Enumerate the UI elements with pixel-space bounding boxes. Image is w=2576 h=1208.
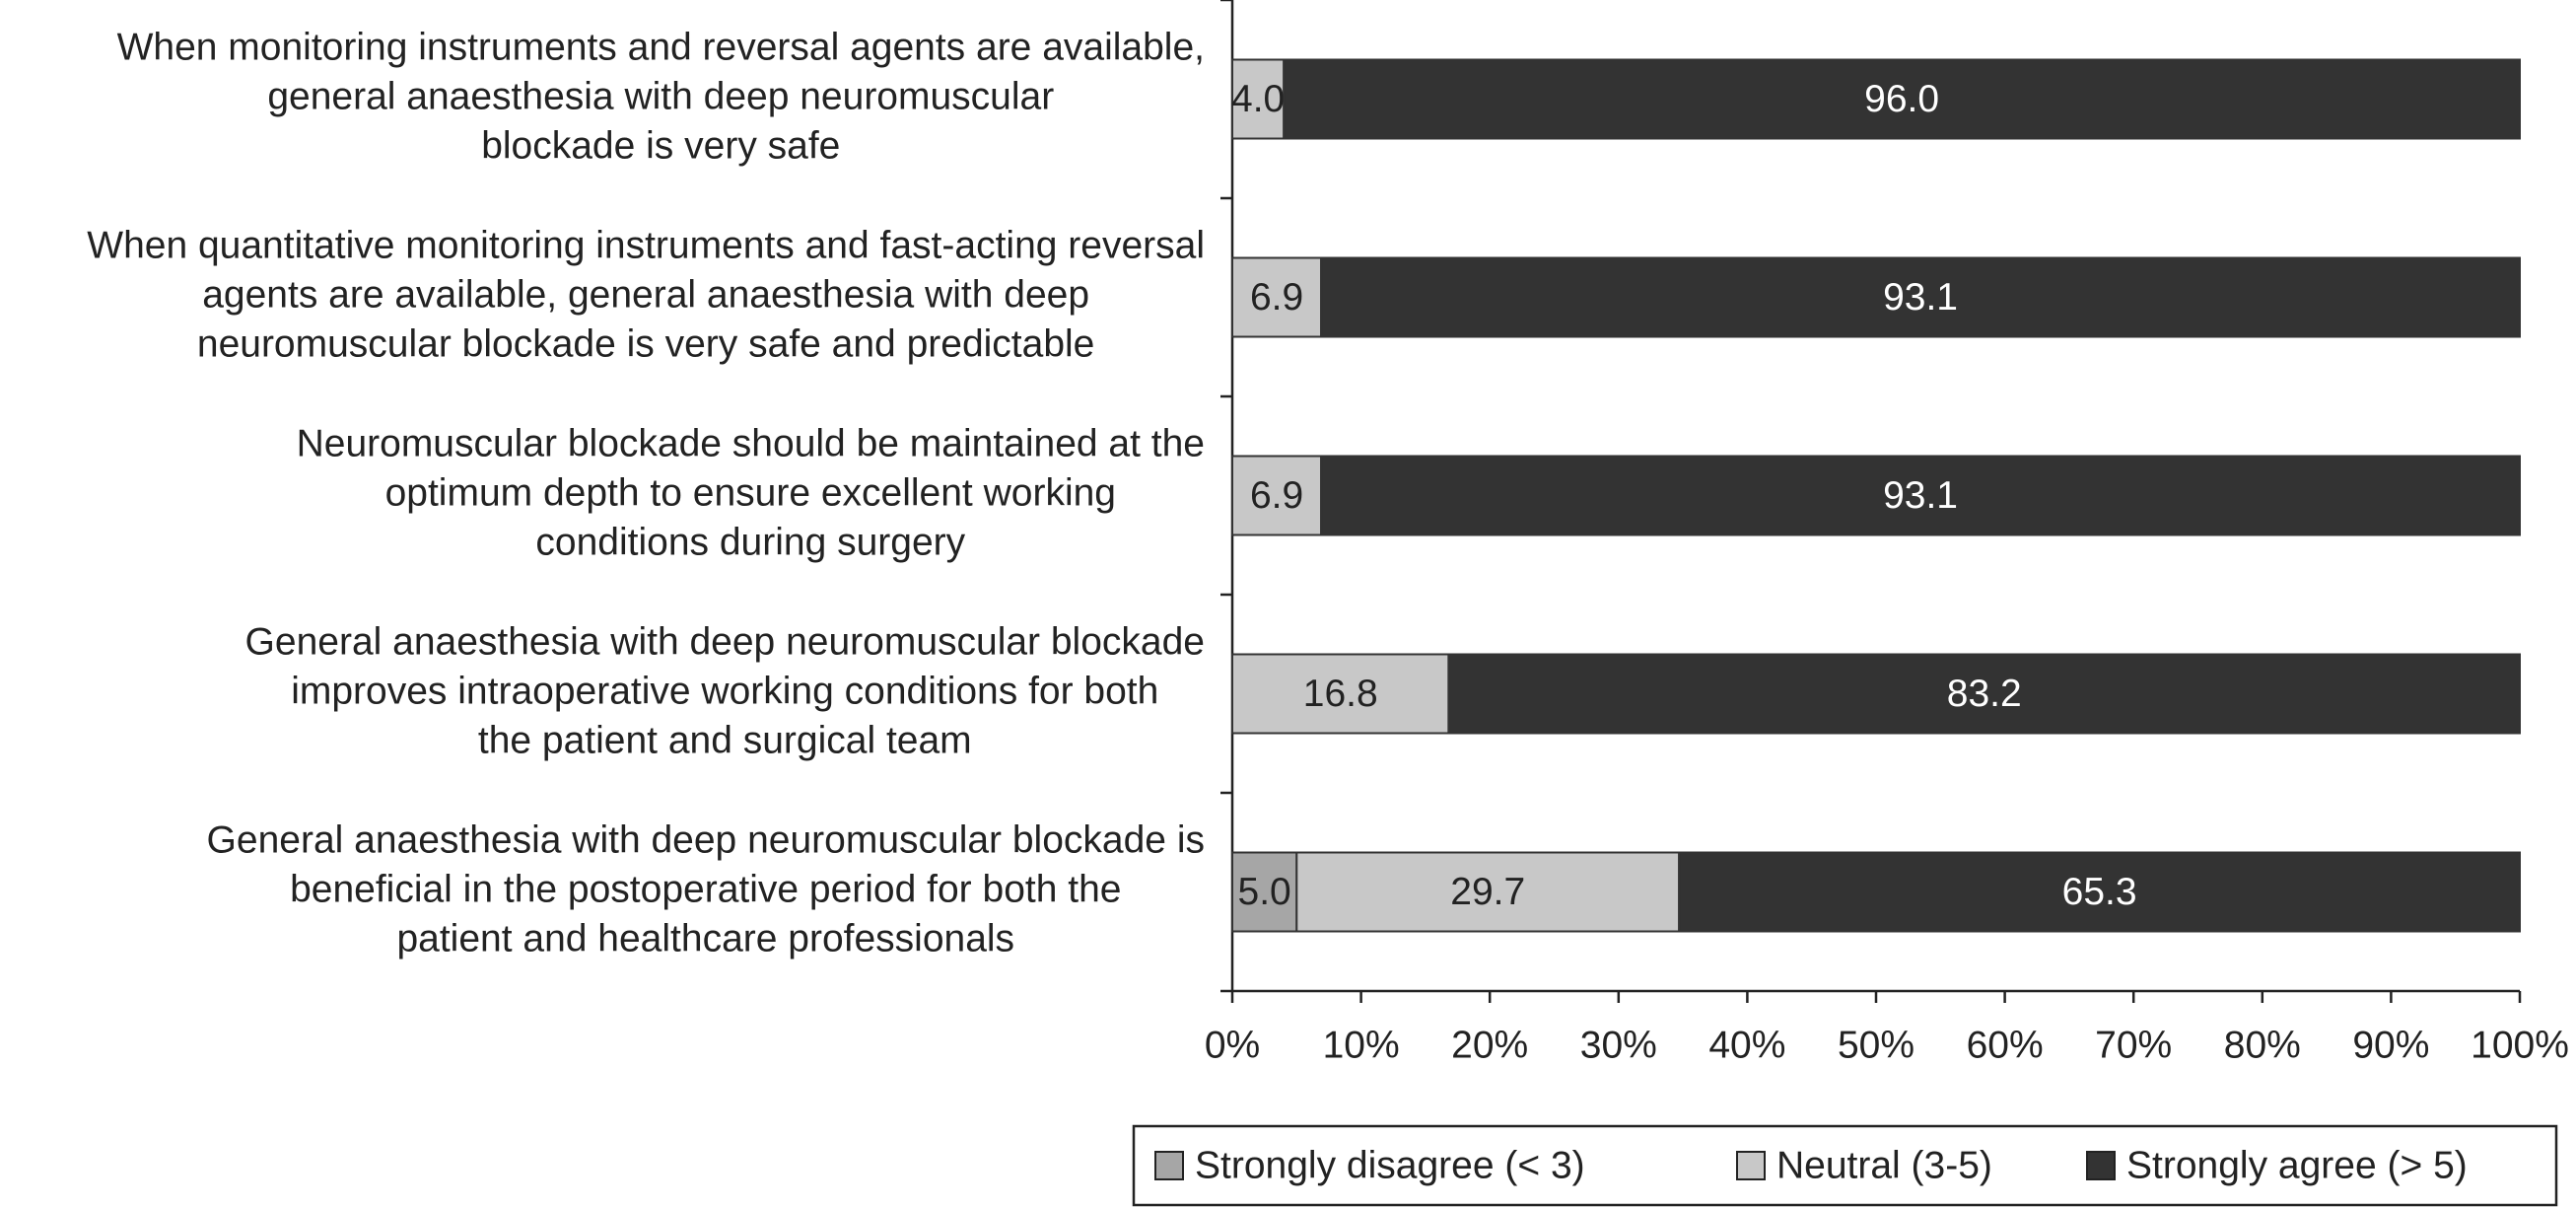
bar-segment: [1447, 653, 2521, 735]
category-line: General anaesthesia with deep neuromuscu…: [245, 621, 1205, 664]
category-label: General anaesthesia with deep neuromuscu…: [245, 621, 1205, 762]
x-tick-label: 100%: [2471, 1024, 2569, 1066]
bar-segment: [1320, 256, 2521, 338]
category-label: When quantitative monitoring instruments…: [87, 225, 1205, 366]
data-label: 4.0: [1231, 78, 1285, 120]
data-label: 83.2: [1947, 673, 2022, 715]
legend-swatch: [1154, 1151, 1184, 1180]
category-line: agents are available, general anaesthesi…: [202, 274, 1089, 317]
category-line: patient and healthcare professionals: [396, 918, 1014, 960]
category-line: beneficial in the postoperative period f…: [290, 869, 1121, 911]
category-line: neuromuscular blockade is very safe and …: [197, 323, 1095, 366]
legend-box: [1132, 1124, 2558, 1207]
category-line: When monitoring instruments and reversal…: [117, 27, 1205, 69]
legend-swatch: [1736, 1151, 1766, 1180]
data-label: 93.1: [1883, 276, 1958, 319]
legend-label: Neutral (3-5): [1776, 1144, 1992, 1186]
bar-segment: [1295, 851, 1681, 933]
bar-segment: [1678, 851, 2521, 933]
category-label: Neuromuscular blockade should be maintai…: [297, 423, 1205, 564]
data-label: 5.0: [1238, 871, 1291, 913]
data-label: 93.1: [1883, 474, 1958, 517]
x-tick-label: 90%: [2352, 1024, 2429, 1066]
data-label: 6.9: [1250, 474, 1303, 517]
data-label: 6.9: [1250, 276, 1303, 319]
x-tick-label: 20%: [1451, 1024, 1528, 1066]
category-line: the patient and surgical team: [478, 720, 972, 762]
x-tick-label: 80%: [2224, 1024, 2301, 1066]
data-label: 96.0: [1864, 78, 1939, 120]
category-line: When quantitative monitoring instruments…: [87, 225, 1205, 267]
category-line: blockade is very safe: [481, 125, 840, 168]
x-tick-label: 40%: [1708, 1024, 1785, 1066]
data-label: 65.3: [2062, 871, 2137, 913]
data-label: 29.7: [1450, 871, 1525, 913]
category-line: Neuromuscular blockade should be maintai…: [297, 423, 1205, 465]
x-tick-label: 70%: [2095, 1024, 2172, 1066]
category-line: general anaesthesia with deep neuromuscu…: [267, 76, 1054, 118]
legend-label: Strongly disagree (< 3): [1195, 1144, 1585, 1186]
x-tick-label: 50%: [1838, 1024, 1915, 1066]
legend-label: Strongly agree (> 5): [2126, 1144, 2468, 1186]
category-line: conditions during surgery: [535, 522, 965, 564]
bar-segment: [1283, 58, 2521, 140]
data-label: 16.8: [1303, 673, 1378, 715]
category-label: General anaesthesia with deep neuromuscu…: [207, 819, 1205, 960]
bar-segment: [1320, 455, 2521, 536]
x-tick-label: 0%: [1205, 1024, 1260, 1066]
category-label: When monitoring instruments and reversal…: [117, 27, 1205, 168]
x-tick-label: 30%: [1580, 1024, 1657, 1066]
category-line: General anaesthesia with deep neuromuscu…: [207, 819, 1205, 862]
x-tick-label: 10%: [1323, 1024, 1400, 1066]
x-tick-label: 60%: [1967, 1024, 2044, 1066]
category-line: optimum depth to ensure excellent workin…: [385, 472, 1116, 515]
legend-swatch: [2086, 1151, 2116, 1180]
category-line: improves intraoperative working conditio…: [291, 671, 1158, 713]
